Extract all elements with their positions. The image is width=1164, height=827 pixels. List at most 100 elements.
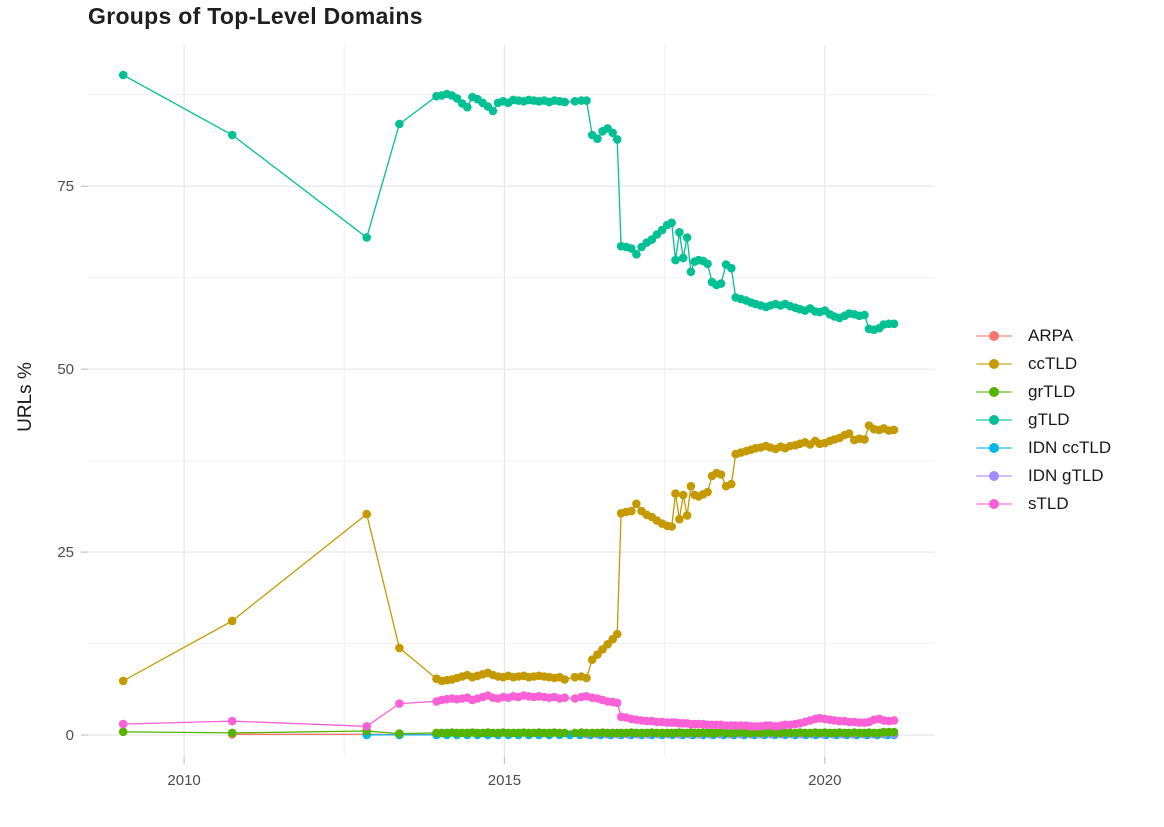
data-point-gtld (463, 102, 472, 112)
data-point-cctld (671, 489, 680, 498)
y-tick-labels: 0 25 50 75 (57, 178, 74, 744)
data-point-gtld (612, 135, 622, 144)
data-point-grtld (889, 727, 899, 737)
data-point-cctld (362, 509, 372, 519)
data-point-grtld (570, 728, 580, 738)
legend-item-cctld: ccTLD (976, 350, 1111, 378)
data-point-cctld (844, 429, 854, 438)
legend-key-icon (976, 358, 1012, 370)
series-gtld (118, 70, 899, 335)
data-point-gtld (395, 119, 404, 129)
data-point-gtld (118, 70, 128, 80)
legend-key-icon (976, 414, 1012, 426)
data-point-cctld (570, 672, 580, 682)
series-grtld (118, 726, 899, 738)
data-point-gtld (627, 244, 636, 253)
data-point-gtld (686, 267, 696, 277)
data-point-cctld (582, 673, 591, 683)
data-point-gtld (488, 106, 498, 116)
data-point-cctld (395, 643, 404, 653)
data-point-gtld (671, 255, 680, 265)
data-point-cctld (686, 481, 696, 491)
chart-title: Groups of Top-Level Domains (88, 3, 423, 29)
legend-label: grTLD (1028, 382, 1076, 401)
data-point-cctld (682, 511, 692, 520)
legend-item-arpa: ARPA (976, 322, 1111, 350)
axis-ticks (81, 185, 826, 764)
legend-label: sTLD (1028, 494, 1069, 513)
data-point-stld (612, 698, 622, 708)
data-point-cctld (118, 676, 128, 686)
legend-item-stld: sTLD (976, 490, 1111, 518)
y-tick-label: 50 (57, 361, 74, 378)
x-tick-label: 2015 (488, 772, 521, 789)
data-point-gtld (682, 233, 692, 242)
data-point-gtld (227, 130, 237, 140)
x-tick-label: 2010 (167, 772, 200, 789)
data-point-stld (560, 693, 569, 702)
data-point-stld (889, 716, 899, 725)
legend-label: IDN ccTLD (1028, 438, 1112, 457)
gridlines-major (88, 45, 935, 757)
gridlines-minor (88, 45, 935, 757)
data-point-gtld (727, 263, 736, 273)
data-point-gtld (667, 218, 676, 228)
legend-item-idn-cctld: IDN ccTLD (976, 434, 1111, 462)
data-point-grtld (118, 727, 128, 737)
data-point-gtld (608, 128, 617, 138)
data-point-grtld (395, 729, 404, 738)
data-point-grtld (227, 728, 237, 738)
data-point-cctld (632, 499, 641, 509)
data-point-gtld (582, 96, 591, 105)
legend-key-icon (976, 470, 1012, 482)
data-point-stld (118, 719, 128, 729)
legend-item-grtld: grTLD (976, 378, 1111, 406)
legend-label: gTLD (1028, 410, 1070, 429)
data-point-gtld (703, 259, 712, 269)
data-point-cctld (727, 479, 736, 489)
series-cctld (118, 421, 899, 686)
series-stld (118, 691, 899, 731)
data-point-gtld (362, 233, 372, 242)
data-point-cctld (627, 506, 636, 516)
legend-label: IDN gTLD (1028, 466, 1104, 485)
data-point-grtld (560, 728, 569, 738)
data-point-cctld (678, 490, 688, 500)
data-point-gtld (632, 250, 641, 259)
legend-label: ccTLD (1028, 354, 1078, 373)
data-point-cctld (227, 616, 237, 626)
y-tick-label: 75 (57, 178, 74, 195)
data-point-gtld (570, 97, 580, 106)
data-point-cctld (889, 425, 899, 435)
legend-key-icon (976, 330, 1012, 342)
data-point-gtld (716, 279, 726, 288)
data-point-cctld (560, 675, 569, 684)
data-point-cctld (612, 629, 622, 639)
data-point-cctld (860, 435, 869, 444)
data-point-gtld (560, 97, 569, 107)
data-point-gtld (860, 310, 869, 320)
y-tick-label: 0 (66, 727, 74, 744)
legend-label: ARPA (1028, 326, 1074, 345)
data-point-cctld (716, 470, 726, 479)
data-point-gtld (889, 319, 899, 329)
data-point-cctld (703, 487, 712, 497)
legend-key-icon (976, 498, 1012, 510)
data-point-gtld (675, 228, 684, 237)
legend: ARPA ccTLD grTLD gTLD IDN ccTLD IDN gTLD sTLD (976, 322, 1111, 518)
legend-key-icon (976, 442, 1012, 454)
y-tick-label: 25 (57, 544, 74, 561)
data-point-stld (395, 699, 404, 708)
data-point-gtld (593, 134, 602, 143)
legend-item-idn-gtld: IDN gTLD (976, 462, 1111, 490)
data-point-stld (362, 722, 372, 731)
legend-key-icon (976, 386, 1012, 398)
data-point-stld (227, 716, 237, 726)
data-point-cctld (675, 514, 684, 524)
x-tick-label: 2020 (808, 772, 841, 789)
legend-item-gtld: gTLD (976, 406, 1111, 434)
x-tick-labels: 2010 2015 2020 (167, 772, 841, 789)
data-point-cctld (667, 522, 676, 531)
